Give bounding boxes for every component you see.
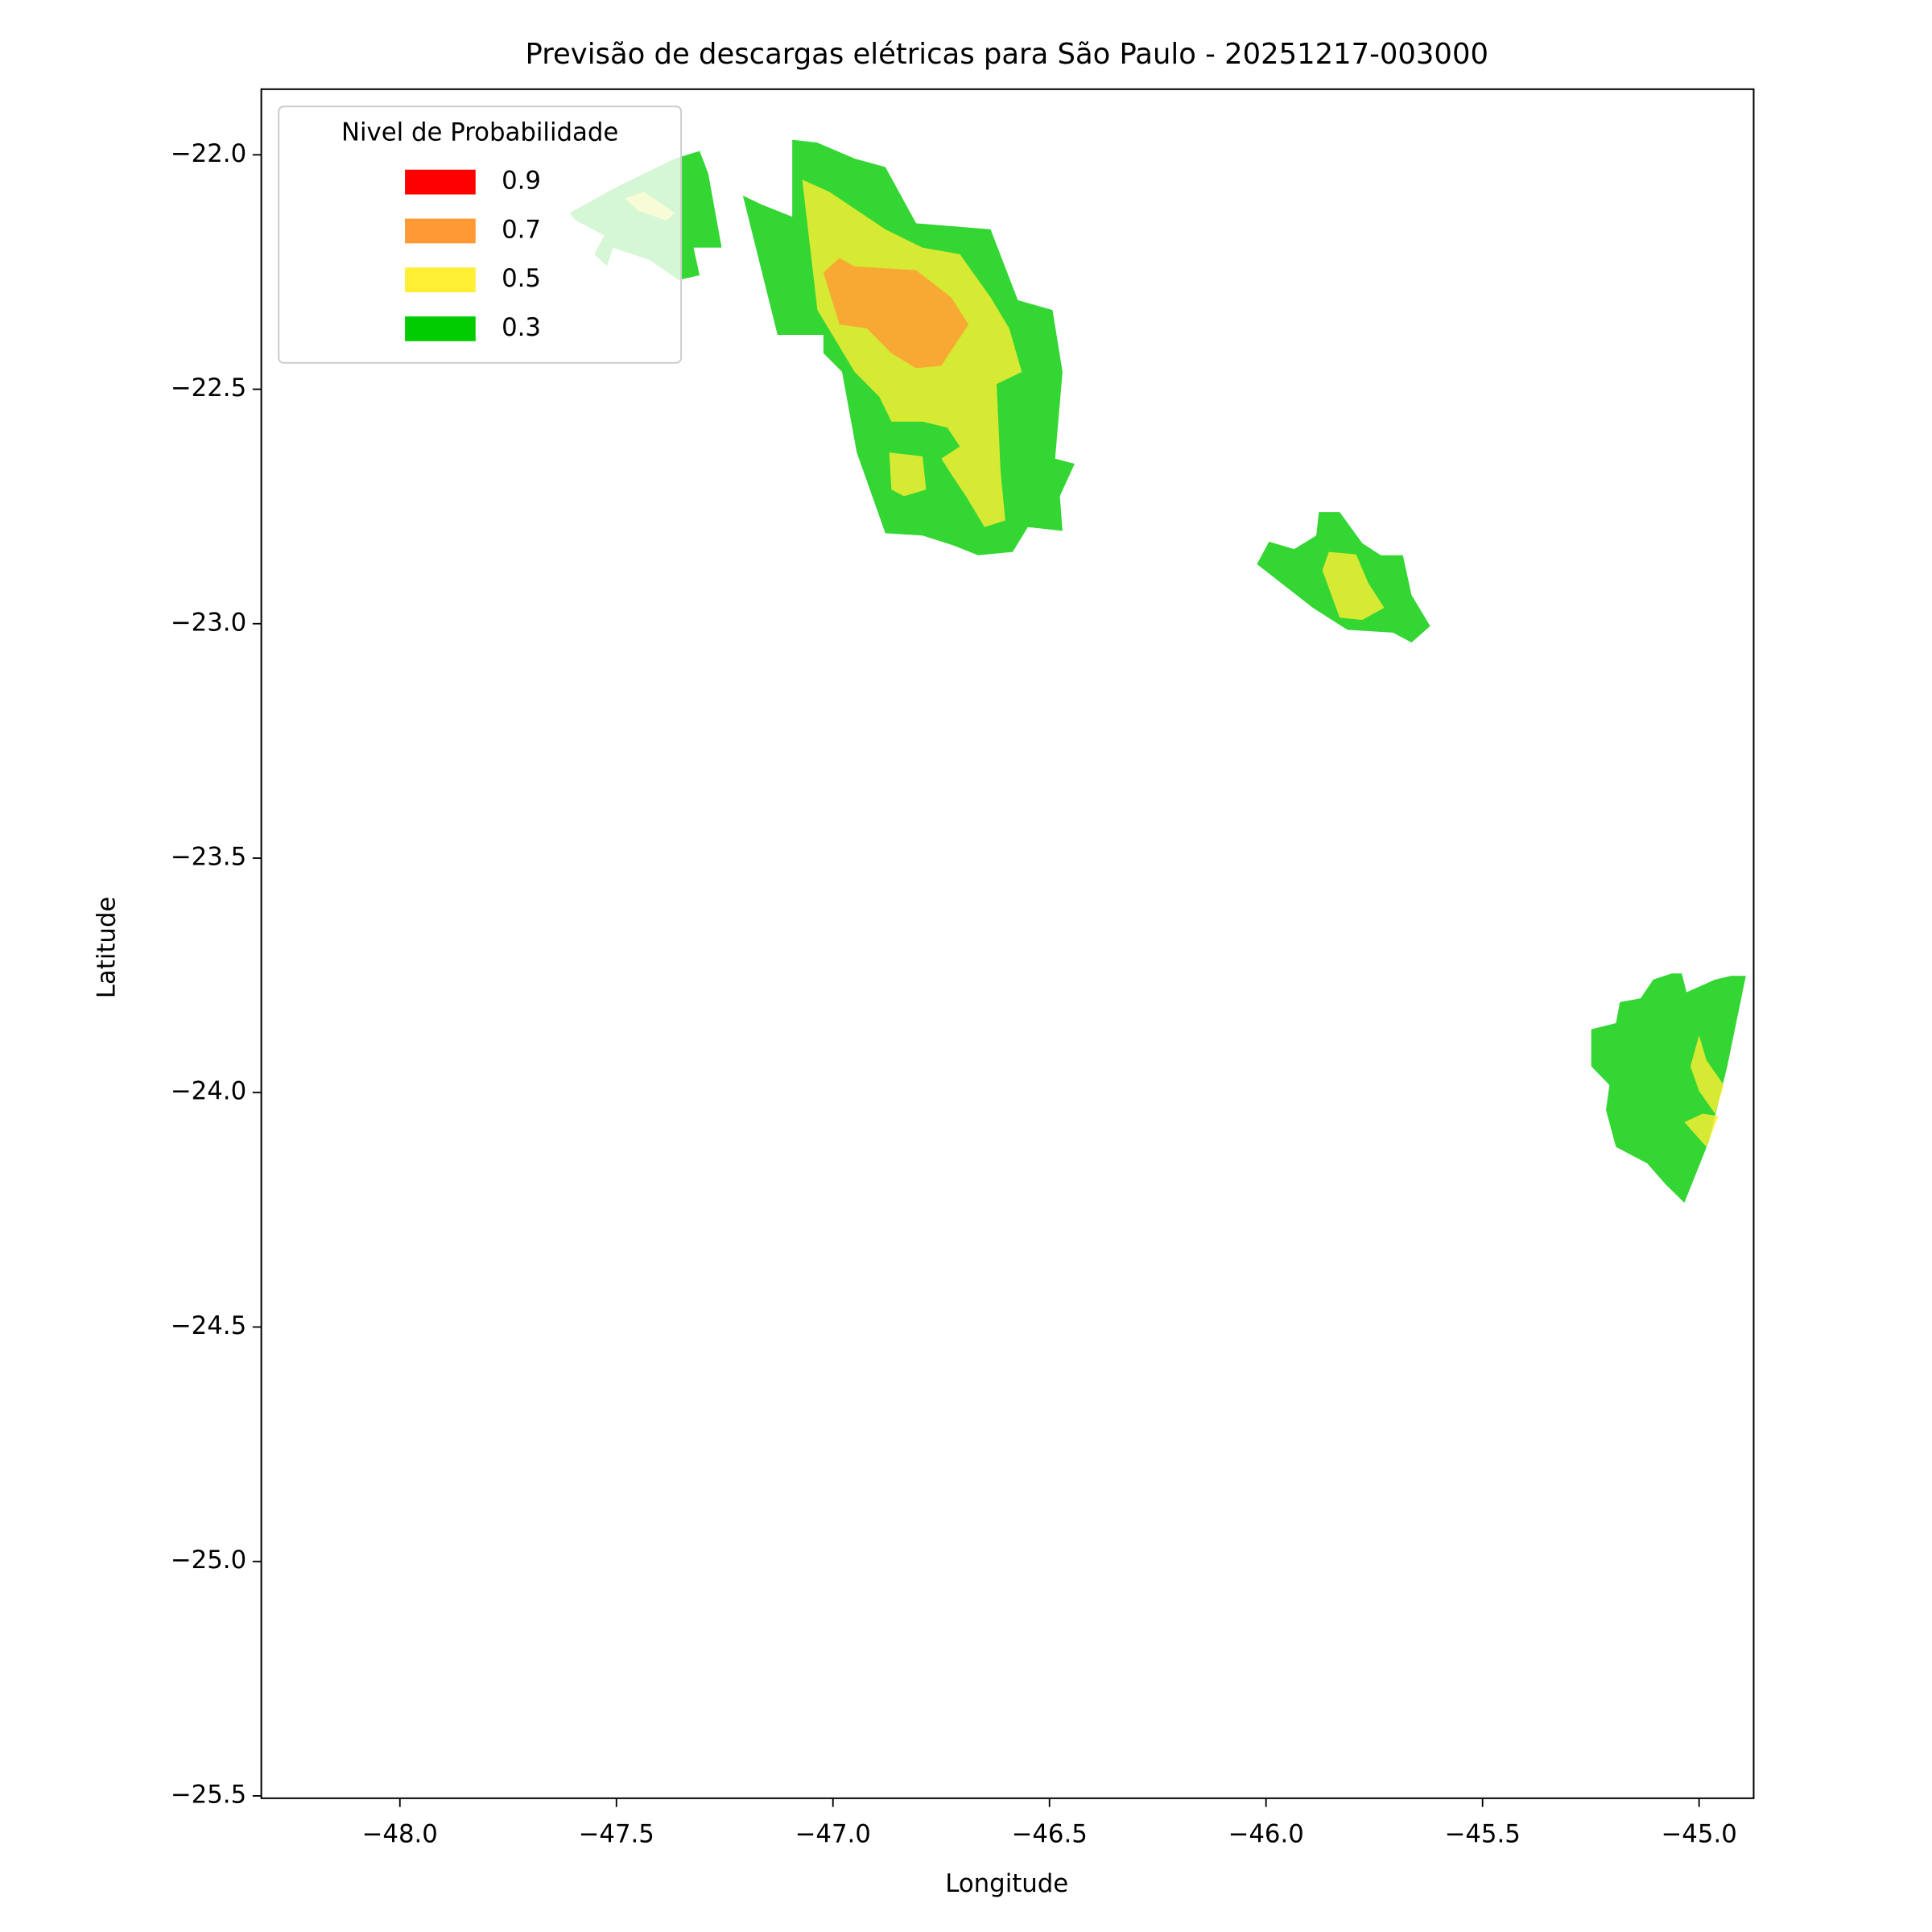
contour-region <box>1690 1035 1724 1114</box>
x-tick-label: −46.5 <box>1012 1820 1088 1849</box>
legend-label: 0.7 <box>502 215 541 244</box>
legend-label: 0.9 <box>502 167 541 196</box>
x-tick-label: −47.5 <box>579 1820 654 1849</box>
x-tick-label: −46.0 <box>1228 1820 1304 1849</box>
x-tick-label: −45.5 <box>1445 1820 1521 1849</box>
x-tick-label: −48.0 <box>362 1820 438 1849</box>
y-tick-label: −24.0 <box>171 1077 246 1106</box>
y-tick-label: −25.5 <box>171 1780 246 1809</box>
x-tick-label: −47.0 <box>795 1820 871 1849</box>
contour-region <box>823 258 969 369</box>
legend-label: 0.3 <box>502 313 541 342</box>
y-tick-label: −22.0 <box>171 139 246 168</box>
y-tick-label: −23.0 <box>171 608 246 637</box>
x-tick-label: −45.0 <box>1662 1820 1737 1849</box>
x-axis-label: Longitude <box>945 1869 1068 1898</box>
legend-label: 0.5 <box>502 264 541 293</box>
legend-swatch <box>405 316 476 341</box>
plot-frame <box>260 88 1755 1799</box>
legend-swatch <box>405 218 476 244</box>
y-tick-label: −25.0 <box>171 1546 246 1575</box>
y-tick-label: −22.5 <box>171 374 246 402</box>
contour-region <box>1684 1113 1719 1147</box>
chart-title: Previsão de descargas elétricas para São… <box>526 38 1488 71</box>
legend-swatch <box>405 267 476 293</box>
contour-region <box>889 452 927 497</box>
legend: Nivel de Probabilidade 0.9 0.7 0.5 0.3 <box>278 105 683 364</box>
y-tick-label: −23.5 <box>171 843 246 872</box>
contour-region <box>1322 551 1385 621</box>
contour-region <box>1591 973 1746 1203</box>
y-axis-label: Latitude <box>92 897 121 999</box>
legend-box <box>278 105 683 364</box>
legend-swatch <box>405 169 476 195</box>
y-tick-label: −24.5 <box>171 1311 246 1340</box>
legend-title: Nivel de Probabilidade <box>341 118 618 147</box>
